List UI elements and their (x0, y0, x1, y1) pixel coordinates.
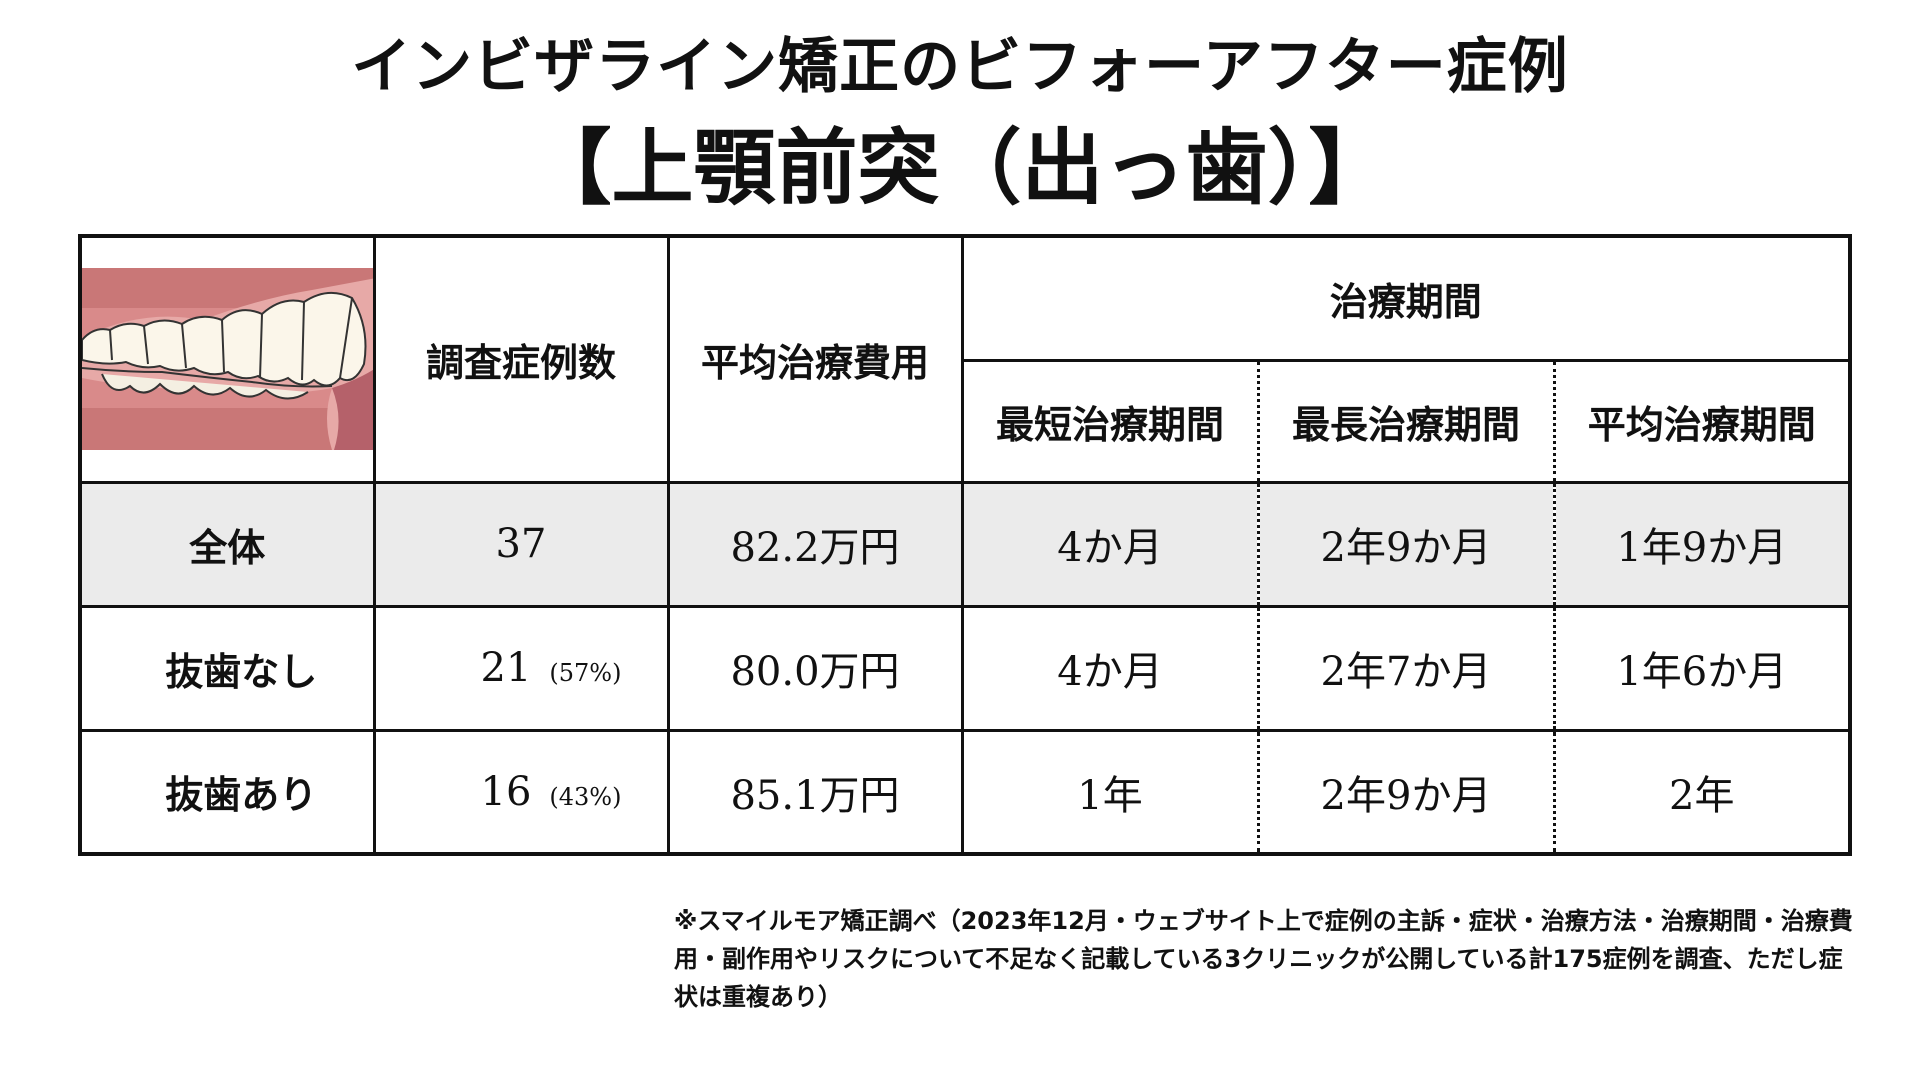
table-row-no-extraction: 抜歯なし 21 (57%) 80.0万円 4か月 2年7か月 1年6か月 (78, 604, 1852, 732)
avg-cost-value: 80.0万円 (730, 649, 900, 695)
average-value: 2年 (1669, 772, 1735, 819)
longest-value: 2年7か月 (1320, 649, 1492, 695)
row-label-cell: 抜歯なし (78, 604, 376, 732)
cost-cell: 85.1万円 (666, 728, 964, 856)
shortest-cell: 1年 (960, 728, 1260, 856)
header-shortest-label: 最短治療期間 (995, 402, 1224, 447)
count-cell: 37 (372, 480, 670, 608)
shortest-cell: 4か月 (960, 604, 1260, 732)
row-label: 全体 (189, 525, 266, 570)
case-percent-value: (57%) (549, 659, 622, 687)
case-percent-value: (43%) (549, 782, 622, 811)
table-row-with-extraction: 抜歯あり 16 (43%) 85.1万円 1年 2年9か月 2年 (78, 728, 1852, 856)
illustration-cell (78, 234, 376, 484)
shortest-value: 4か月 (1057, 649, 1163, 695)
average-cell: 2年 (1552, 728, 1852, 856)
header-period-group-label: 治療期間 (1329, 279, 1482, 324)
header-average-label: 平均治療期間 (1587, 402, 1816, 447)
statistics-table: 調査症例数 平均治療費用 治療期間 最短治療期間 最長治療期間 平均治療期間 全… (78, 234, 1853, 856)
header-average: 平均治療期間 (1552, 358, 1852, 484)
case-count-value: 16 (480, 768, 532, 815)
longest-value: 2年9か月 (1320, 772, 1492, 819)
avg-cost-value: 82.2万円 (730, 525, 900, 571)
row-label: 抜歯なし (165, 649, 318, 694)
row-label: 抜歯あり (165, 773, 318, 818)
average-cell: 1年6か月 (1552, 604, 1852, 732)
longest-cell: 2年7か月 (1256, 604, 1556, 732)
row-label-cell: 全体 (78, 480, 376, 608)
average-value: 1年9か月 (1616, 525, 1788, 571)
avg-cost-value: 85.1万円 (730, 772, 900, 819)
header-shortest: 最短治療期間 (960, 358, 1260, 484)
header-row-top: 調査症例数 平均治療費用 治療期間 (78, 234, 1852, 484)
header-avg-cost-label: 平均治療費用 (700, 340, 929, 385)
table-row-total: 全体 37 82.2万円 4か月 2年9か月 1年9か月 (78, 480, 1852, 608)
longest-value: 2年9か月 (1320, 525, 1492, 571)
teeth-overjet-illustration-icon (83, 268, 371, 451)
longest-cell: 2年9か月 (1256, 728, 1556, 856)
count-cell: 21 (57%) (372, 604, 670, 732)
header-longest: 最長治療期間 (1256, 358, 1556, 484)
header-row-bottom: 最短治療期間 最長治療期間 平均治療期間 (80, 358, 1852, 484)
shortest-value: 1年 (1077, 772, 1143, 819)
header-avg-cost: 平均治療費用 (666, 234, 964, 484)
longest-cell: 2年9か月 (1256, 480, 1556, 608)
count-cell: 16 (43%) (372, 728, 670, 856)
shortest-value: 4か月 (1057, 525, 1163, 571)
page-subtitle: 【上顎前突（出っ歯）】 (529, 120, 1391, 216)
case-count-value: 37 (495, 521, 547, 567)
case-count-value: 21 (480, 645, 532, 691)
page-title: インビザライン矯正のビフォーアフター症例 (351, 32, 1569, 102)
row-label-cell: 抜歯あり (78, 728, 376, 856)
average-cell: 1年9か月 (1552, 480, 1852, 608)
shortest-cell: 4か月 (960, 480, 1260, 608)
source-footnote: ※スマイルモア矯正調べ（2023年12月・ウェブサイト上で症例の主訴・症状・治療… (674, 907, 1853, 1011)
cost-cell: 80.0万円 (666, 604, 964, 732)
header-period-group: 治療期間 (960, 234, 1852, 362)
cost-cell: 82.2万円 (666, 480, 964, 608)
header-case-count-label: 調査症例数 (425, 340, 616, 385)
average-value: 1年6か月 (1616, 649, 1788, 695)
header-case-count: 調査症例数 (372, 234, 670, 484)
header-longest-label: 最長治療期間 (1291, 402, 1520, 447)
